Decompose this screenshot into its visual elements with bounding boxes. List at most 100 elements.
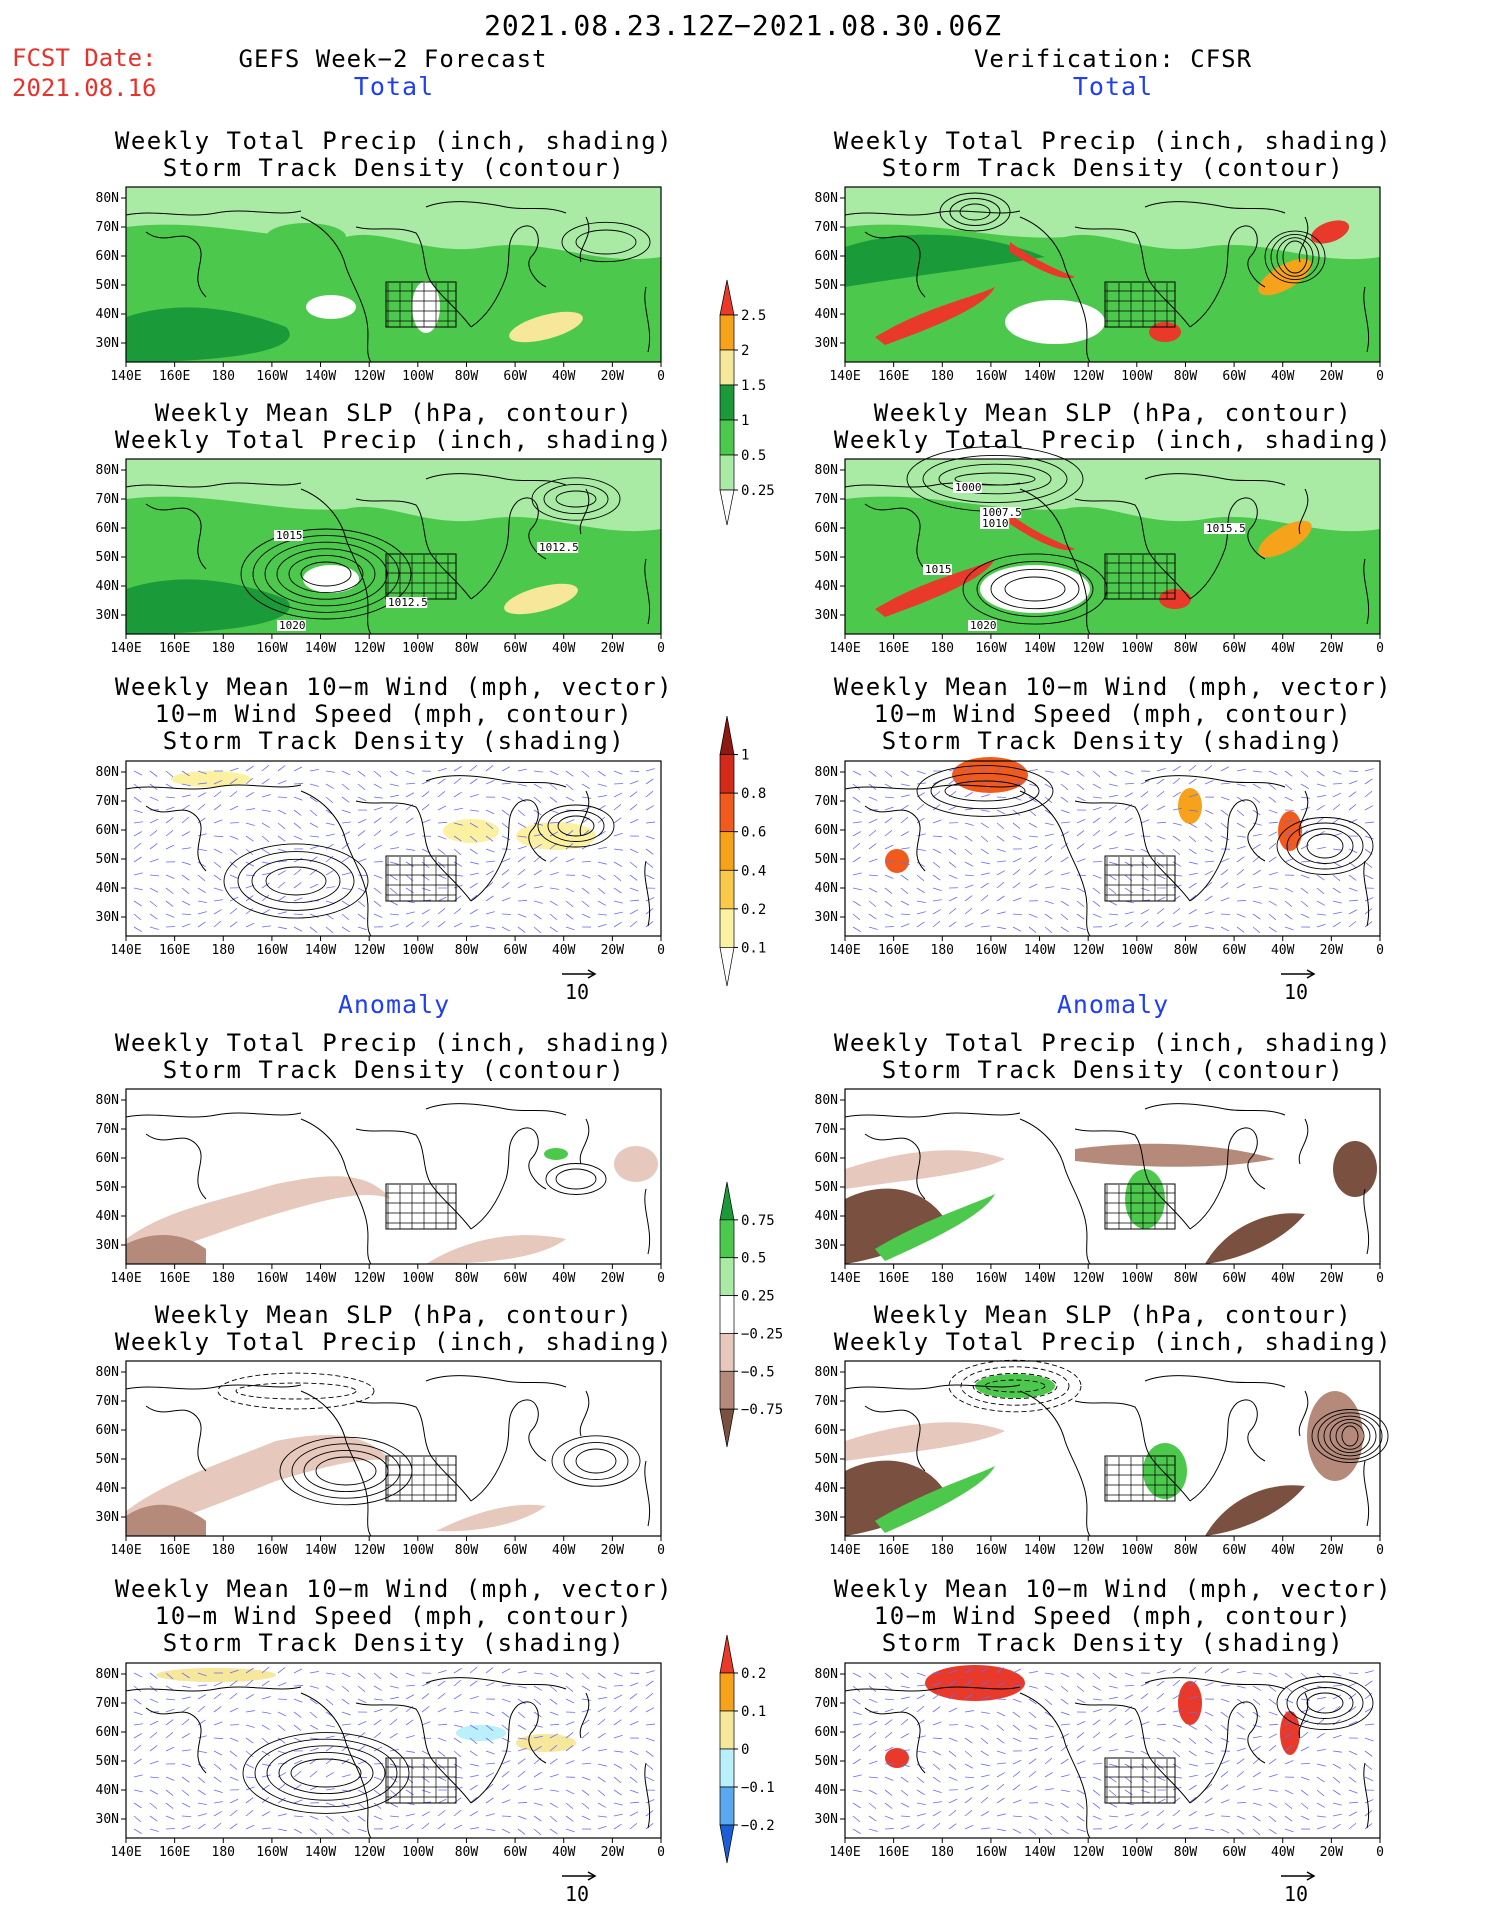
wind-vector (932, 909, 941, 915)
wind-vector (900, 887, 909, 895)
contour-line (557, 815, 595, 837)
vector-ref-label: 10 (565, 1882, 590, 1906)
contour-line (278, 1751, 374, 1795)
wind-vector (181, 783, 191, 787)
wind-vector (900, 847, 910, 850)
colorbar-swatch (719, 754, 735, 794)
coastline (1189, 1402, 1238, 1502)
wind-vector (1140, 920, 1149, 928)
wind-vector (1316, 1697, 1326, 1700)
wind-vector (245, 1694, 254, 1700)
coastline (1144, 473, 1286, 486)
wind-vector (1172, 822, 1182, 826)
wind-vector (261, 1750, 270, 1757)
contour-line (1323, 1415, 1377, 1457)
wind-vector (1124, 1763, 1133, 1769)
wind-vector (1060, 1774, 1070, 1778)
wind-vector (181, 770, 190, 777)
wind-vector (149, 843, 158, 850)
lon-tick-label: 140E (829, 1543, 860, 1558)
colorbar-label: 2 (741, 343, 749, 359)
coastline (1189, 802, 1238, 902)
wind-vector (900, 1706, 909, 1713)
wind-vector (948, 767, 958, 772)
wind-vector (1268, 1733, 1278, 1739)
wind-vector (389, 1706, 398, 1713)
wind-vector (1332, 783, 1343, 785)
wind-vector (533, 869, 542, 876)
wind-vector (501, 1799, 511, 1804)
wind-vector (213, 874, 222, 881)
coastline (1074, 1702, 1191, 1804)
map-frame (844, 760, 1381, 937)
wind-vector (1140, 1693, 1149, 1700)
wind-vector (325, 855, 334, 863)
wind-vector (437, 848, 446, 855)
wind-vector (165, 1776, 175, 1781)
wind-vector (1028, 1785, 1038, 1791)
contour-line (1264, 230, 1326, 284)
fcst-date-value: 2021.08.16 (12, 74, 157, 102)
wind-vector (549, 1815, 558, 1823)
wind-vector (277, 860, 287, 863)
wind-vector (1108, 1802, 1118, 1808)
wind-vector (932, 874, 941, 881)
coastline (355, 498, 472, 600)
wind-vector (980, 1796, 989, 1804)
wind-vector (533, 796, 542, 804)
wind-vector (1332, 1750, 1342, 1753)
wind-vector (964, 1750, 973, 1758)
wind-vector (565, 1698, 575, 1704)
wind-vector (1028, 1828, 1037, 1835)
wind-vector (453, 1797, 462, 1804)
wind-vector (884, 1815, 894, 1820)
wind-vector (1108, 1718, 1117, 1726)
wind-vector (884, 844, 894, 850)
wind-vector (1028, 845, 1038, 850)
wind-vector (517, 913, 527, 918)
wind-vector (980, 1784, 989, 1791)
wind-vector (549, 783, 558, 790)
section-total-left: Total (353, 72, 435, 101)
wind-vector (485, 780, 495, 785)
wind-vector (1028, 783, 1038, 787)
lat-tick-label: 40N (96, 1481, 119, 1496)
wind-vector (309, 1685, 319, 1689)
contour-line (939, 192, 1011, 232)
map-background (126, 1361, 661, 1536)
wind-vector (1172, 1724, 1182, 1728)
wind-vector (245, 1667, 254, 1674)
wind-vector (197, 833, 207, 837)
wind-vector (453, 1667, 462, 1674)
wind-vector (1220, 1724, 1229, 1731)
wind-vector (1156, 896, 1166, 902)
wind-vector (1172, 895, 1181, 902)
wind-vector (165, 1732, 174, 1739)
contour-label-bg (274, 530, 303, 541)
wind-vector (1332, 1763, 1342, 1769)
wind-vector (1188, 1796, 1197, 1804)
wind-vector (1156, 1669, 1166, 1674)
wind-vector (421, 819, 431, 824)
lon-tick-label: 140W (305, 943, 336, 958)
coastline (1144, 1375, 1286, 1388)
contour-group (545, 1163, 607, 1195)
wind-vector (501, 858, 511, 863)
wind-vector (980, 1724, 989, 1731)
lon-tick-label: 40W (1271, 641, 1295, 656)
wind-vector (1236, 1758, 1245, 1765)
wind-vector (1188, 848, 1197, 855)
wind-vector (277, 1667, 286, 1674)
lat-tick-label: 70N (815, 492, 838, 507)
wind-vector (149, 1802, 158, 1810)
wind-vector (1300, 796, 1310, 799)
wind-vector (1348, 1763, 1357, 1770)
wind-vector (1108, 1763, 1118, 1767)
wind-vector (437, 1737, 447, 1742)
wind-vector (197, 1813, 207, 1817)
wind-vector (1204, 1762, 1214, 1765)
wind-vector (1092, 1708, 1102, 1713)
wind-vector (197, 1750, 207, 1754)
wind-vector (868, 1789, 878, 1795)
wind-vector (1316, 1776, 1325, 1783)
